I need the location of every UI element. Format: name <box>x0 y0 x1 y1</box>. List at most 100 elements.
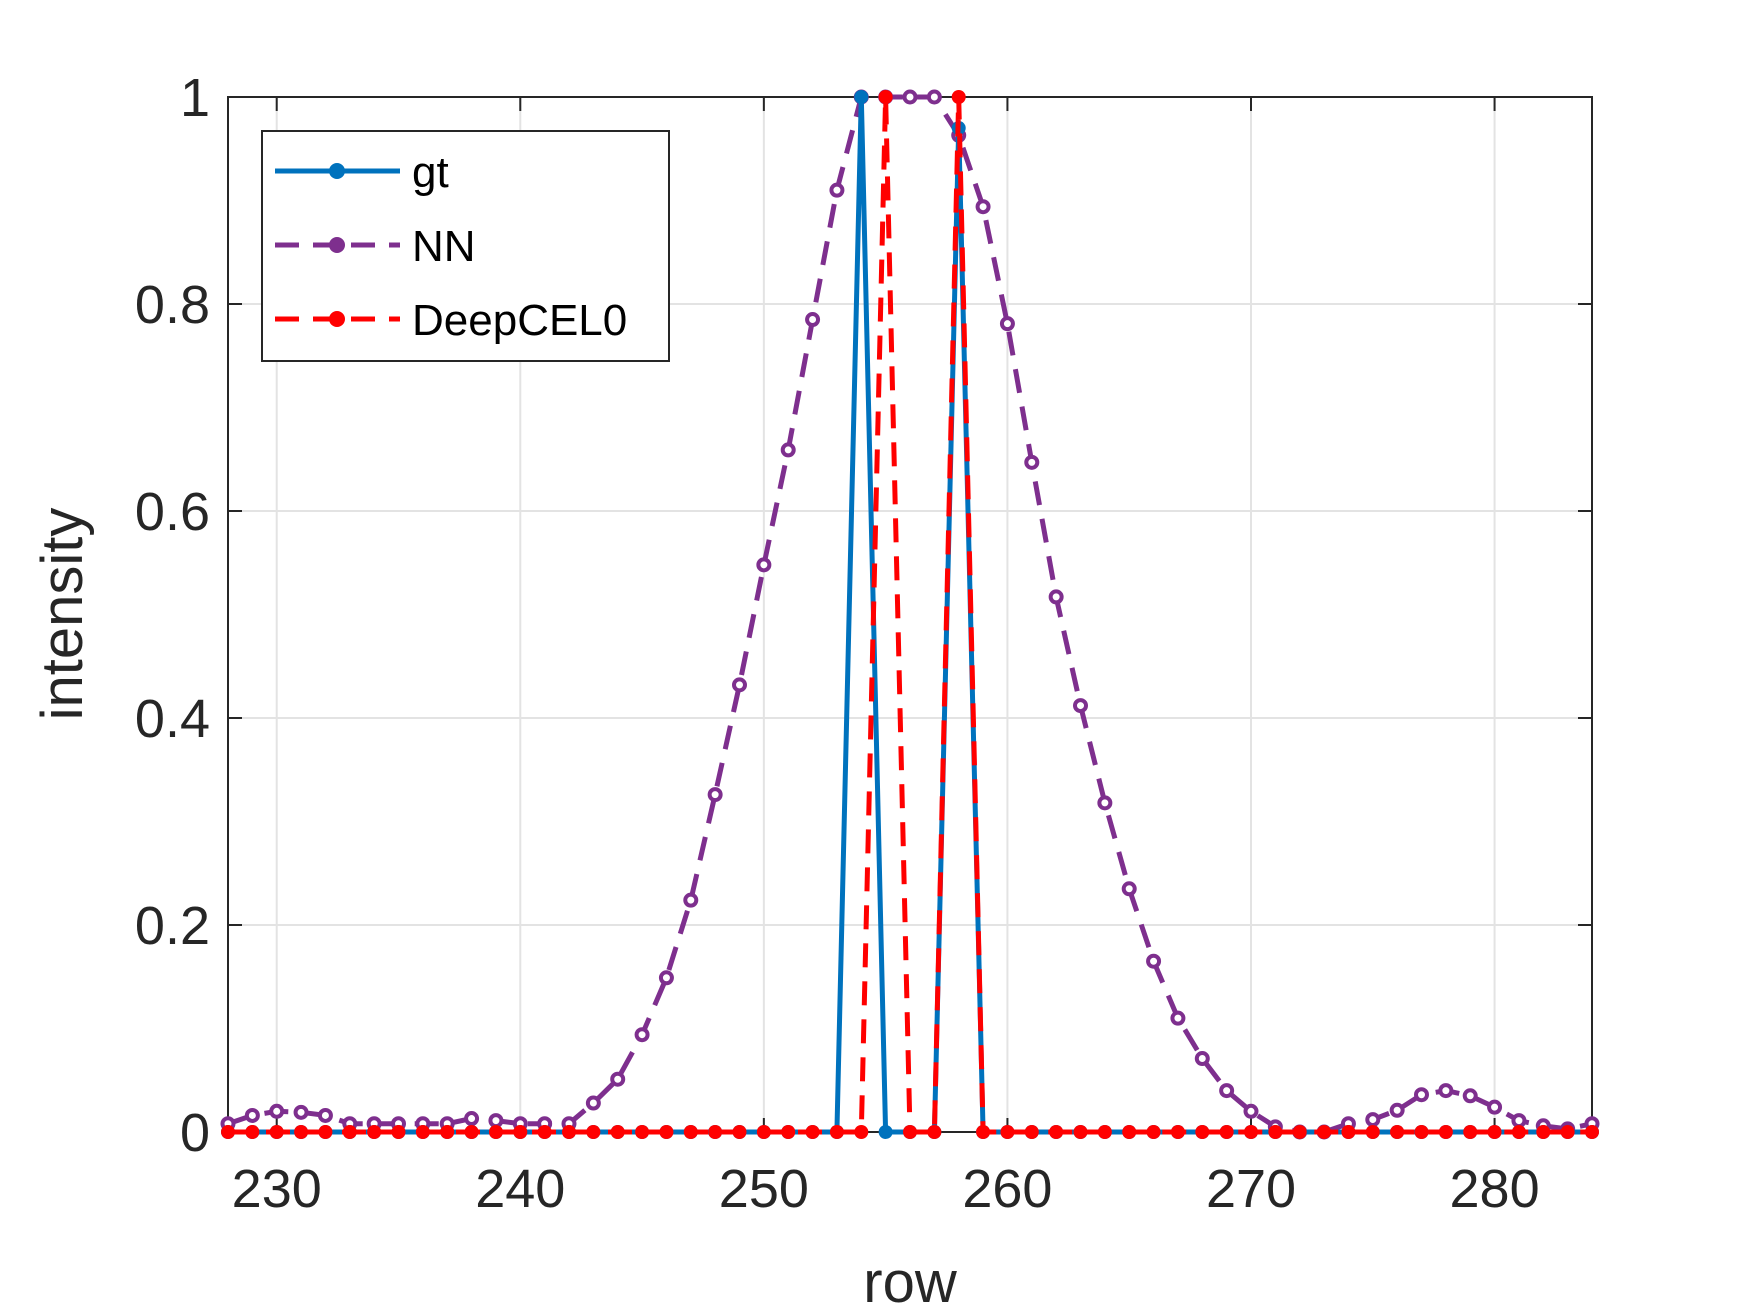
y-axis-label: intensity <box>30 508 95 721</box>
x-tick-label: 260 <box>962 1159 1052 1219</box>
data-point-deepcel0 <box>1390 1125 1405 1139</box>
data-point-deepcel0 <box>756 1125 771 1139</box>
data-point-deepcel0 <box>903 1125 917 1139</box>
data-point-deepcel0 <box>318 1125 333 1139</box>
legend-items: gt NN DeepCEL0 <box>275 148 627 345</box>
data-point-nn <box>1414 1087 1429 1103</box>
data-point-nn <box>975 199 991 215</box>
data-point-deepcel0 <box>878 90 893 104</box>
data-point-deepcel0 <box>1097 1125 1112 1139</box>
data-point-nn <box>1097 795 1113 811</box>
data-point-nn <box>1121 881 1137 897</box>
data-point-nn <box>1438 1083 1454 1099</box>
data-point-deepcel0 <box>854 1125 869 1139</box>
data-point-nn <box>1170 1010 1186 1026</box>
data-point-deepcel0 <box>781 1125 796 1139</box>
data-point-deepcel0 <box>1146 1125 1161 1139</box>
data-point-nn <box>1024 454 1040 470</box>
data-point-deepcel0 <box>610 1125 625 1139</box>
data-point-deepcel0 <box>269 1125 284 1139</box>
data-point-nn <box>317 1107 333 1123</box>
x-tick-label: 250 <box>719 1159 809 1219</box>
data-point-nn <box>805 312 821 328</box>
y-tick-label: 0.6 <box>135 482 210 542</box>
data-point-deepcel0 <box>1463 1125 1478 1139</box>
legend-label-nn: NN <box>412 222 476 271</box>
data-point-deepcel0 <box>951 90 966 104</box>
data-point-deepcel0 <box>415 1125 430 1139</box>
data-point-deepcel0 <box>1317 1125 1332 1139</box>
data-point-nn <box>1389 1102 1405 1118</box>
data-point-deepcel0 <box>1438 1125 1453 1139</box>
data-point-nn <box>269 1103 285 1119</box>
data-point-nn <box>1462 1088 1478 1104</box>
data-point-deepcel0 <box>1000 1125 1015 1139</box>
data-point-deepcel0 <box>464 1125 479 1139</box>
data-point-deepcel0 <box>342 1125 357 1139</box>
y-tick-labels: 0 0.2 0.4 0.6 0.8 1 <box>135 68 210 1163</box>
grid-lines <box>228 96 1592 1133</box>
data-point-gt <box>854 90 869 104</box>
data-point-deepcel0 <box>635 1125 650 1139</box>
legend-marker-nn <box>329 237 345 253</box>
data-point-deepcel0 <box>1024 1125 1039 1139</box>
legend-label-deepcel0: DeepCEL0 <box>412 296 627 345</box>
legend-label-gt: gt <box>412 148 449 197</box>
data-point-nn <box>610 1071 626 1087</box>
y-tick-label: 0.4 <box>135 689 210 749</box>
data-point-deepcel0 <box>367 1125 382 1139</box>
x-tick-label: 280 <box>1450 1159 1540 1219</box>
data-point-nn <box>1048 589 1064 605</box>
data-point-deepcel0 <box>1122 1125 1137 1139</box>
data-point-deepcel0 <box>1244 1125 1258 1139</box>
data-point-nn <box>488 1113 504 1129</box>
data-point-deepcel0 <box>1268 1125 1283 1139</box>
data-point-deepcel0 <box>1292 1125 1307 1139</box>
data-point-nn <box>1487 1099 1503 1115</box>
data-point-deepcel0 <box>1511 1125 1526 1139</box>
data-point-deepcel0 <box>732 1125 747 1139</box>
data-point-nn <box>1194 1051 1210 1067</box>
data-point-deepcel0 <box>829 1125 844 1139</box>
data-point-deepcel0 <box>1560 1125 1575 1139</box>
data-point-deepcel0 <box>1536 1125 1551 1139</box>
data-point-nn <box>683 892 699 908</box>
data-point-nn <box>1511 1113 1527 1129</box>
data-point-nn <box>999 316 1015 332</box>
data-point-deepcel0 <box>1414 1125 1429 1139</box>
data-point-deepcel0 <box>1219 1125 1234 1139</box>
data-point-nn <box>1243 1103 1259 1119</box>
data-point-nn <box>1146 953 1162 969</box>
data-point-nn <box>634 1027 650 1043</box>
x-tick-label: 230 <box>232 1159 322 1219</box>
series-line-nn <box>227 94 1593 1135</box>
series-layer <box>220 89 1600 1140</box>
data-point-nn <box>829 182 845 198</box>
x-tick-labels: 230 240 250 260 270 280 <box>232 1159 1540 1219</box>
legend: gt NN DeepCEL0 <box>261 130 670 362</box>
data-point-deepcel0 <box>513 1125 528 1139</box>
data-point-deepcel0 <box>927 1125 942 1139</box>
data-point-deepcel0 <box>708 1125 723 1139</box>
data-point-nn <box>585 1095 601 1111</box>
data-point-nn <box>1365 1112 1381 1128</box>
y-tick-label: 0.8 <box>135 275 210 335</box>
data-point-nn <box>756 557 772 573</box>
data-point-deepcel0 <box>537 1125 552 1139</box>
data-point-nn <box>732 677 747 693</box>
data-point-deepcel0 <box>805 1125 820 1139</box>
y-tick-label: 1 <box>180 68 210 128</box>
data-point-deepcel0 <box>1487 1125 1502 1139</box>
data-point-nn <box>293 1104 309 1120</box>
legend-marker-gt <box>329 163 345 179</box>
data-point-deepcel0 <box>391 1125 406 1139</box>
data-point-deepcel0 <box>1341 1125 1356 1139</box>
data-point-deepcel0 <box>221 1125 235 1139</box>
data-point-deepcel0 <box>440 1125 455 1139</box>
data-point-deepcel0 <box>562 1125 576 1139</box>
data-point-nn <box>926 89 942 105</box>
data-point-deepcel0 <box>586 1125 601 1139</box>
data-point-deepcel0 <box>245 1125 260 1139</box>
x-tick-label: 240 <box>475 1159 565 1219</box>
